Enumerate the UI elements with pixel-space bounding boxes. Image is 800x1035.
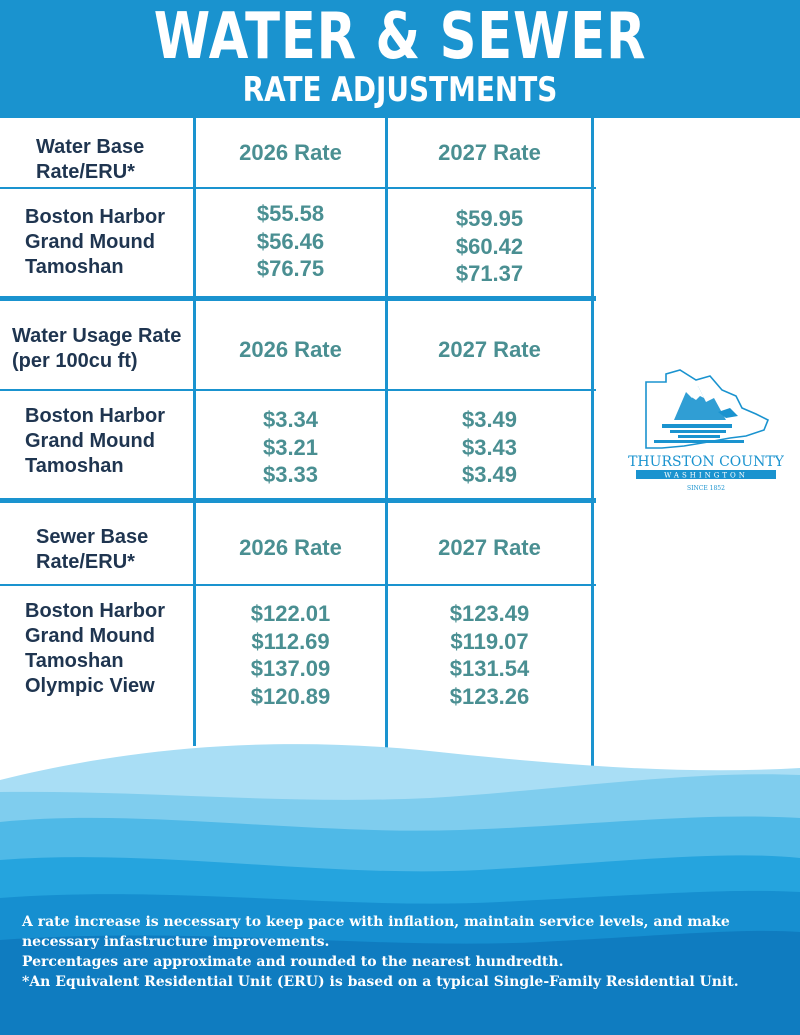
rate-value: $56.46	[256, 228, 325, 254]
rate-values-2027: $59.95 $60.42 $71.37	[388, 205, 591, 288]
rate-value: $123.26	[449, 683, 530, 709]
column-header-2027: 2027 Rate	[438, 140, 541, 165]
logo-state-name: WASHINGTON	[664, 472, 748, 480]
rate-value: $3.49	[461, 462, 518, 487]
thurston-county-logo: THURSTON COUNTY WASHINGTON SINCE 1852	[628, 369, 785, 492]
location-name: Tamoshan	[25, 650, 124, 672]
footer-line: A rate increase is necessary to keep pac…	[22, 914, 730, 930]
location-name: Tamoshan	[25, 256, 124, 278]
rate-value: $55.58	[256, 201, 325, 226]
rate-value: $71.37	[455, 261, 524, 286]
table-divider-2	[385, 118, 388, 786]
footer-line: *An Equivalent Residential Unit (ERU) is…	[22, 974, 739, 990]
location-name: Grand Mound	[25, 625, 155, 647]
rate-value: $3.21	[262, 434, 319, 460]
rate-value: $123.49	[449, 601, 530, 626]
location-name: Boston Harbor	[25, 405, 165, 427]
location-list: Boston Harbor Grand Mound Tamoshan Olymp…	[25, 599, 190, 699]
rate-value: $112.69	[251, 628, 330, 654]
label-line: Water Usage Rate	[12, 325, 182, 347]
location-name: Grand Mound	[25, 231, 155, 253]
rate-value: $3.43	[461, 434, 518, 460]
rate-value: $3.33	[262, 462, 319, 487]
location-list: Boston Harbor Grand Mound Tamoshan	[25, 404, 190, 479]
rate-value: $59.95	[455, 206, 524, 231]
rate-value: $122.01	[250, 601, 331, 626]
table-divider-1	[193, 118, 196, 746]
rate-value: $119.07	[450, 628, 529, 654]
wave-background	[0, 744, 800, 1035]
rate-value: $3.49	[461, 407, 518, 432]
section-divider	[0, 498, 596, 503]
rate-value: $60.42	[455, 233, 524, 259]
location-name: Olympic View	[25, 675, 155, 697]
location-name: Boston Harbor	[25, 206, 165, 228]
rate-values-2026: $3.34 $3.21 $3.33	[196, 406, 385, 489]
section-divider	[0, 296, 596, 301]
page-subtitle: RATE ADJUSTMENTS	[242, 70, 558, 110]
footer-line: necessary infastructure improvements.	[22, 934, 330, 950]
column-header-2026: 2026 Rate	[239, 337, 342, 362]
label-line: (per 100cu ft)	[12, 350, 138, 372]
rate-value: $137.09	[250, 656, 331, 681]
column-header-2026: 2026 Rate	[239, 140, 342, 165]
section-label-water-usage: Water Usage Rate (per 100cu ft)	[12, 324, 192, 374]
table-rule	[0, 389, 596, 391]
logo-since: SINCE 1852	[687, 485, 725, 492]
footer-notes: A rate increase is necessary to keep pac…	[22, 912, 792, 992]
rate-value: $131.54	[449, 656, 530, 681]
table-rule	[0, 584, 596, 586]
rate-value: $76.75	[256, 256, 325, 281]
footer-line: Percentages are approximate and rounded …	[22, 954, 564, 970]
rate-values-2027: $3.49 $3.43 $3.49	[388, 406, 591, 489]
table-divider-3	[591, 118, 594, 773]
section-label-sewer-base: Sewer Base Rate/ERU*	[36, 525, 186, 575]
label-line: Sewer Base	[36, 526, 149, 548]
rate-value: $120.89	[250, 683, 331, 709]
rate-values-2026: $122.01 $112.69 $137.09 $120.89	[196, 600, 385, 710]
rate-values-2027: $123.49 $119.07 $131.54 $123.26	[388, 600, 591, 710]
page-title: WATER & SEWER	[153, 0, 647, 74]
county-map-icon	[645, 369, 770, 449]
location-name: Tamoshan	[25, 455, 124, 477]
column-header-2027: 2027 Rate	[438, 535, 541, 560]
table-rule	[0, 187, 596, 189]
column-header-2027: 2027 Rate	[438, 337, 541, 362]
location-name: Grand Mound	[25, 430, 155, 452]
label-line: Water Base	[36, 136, 145, 158]
logo-county-name: THURSTON COUNTY	[628, 454, 785, 470]
label-line: Rate/ERU*	[36, 161, 135, 183]
section-label-water-base: Water Base Rate/ERU*	[36, 135, 186, 185]
rate-value: $3.34	[262, 407, 319, 432]
column-header-2026: 2026 Rate	[239, 535, 342, 560]
location-name: Boston Harbor	[25, 600, 165, 622]
rate-values-2026: $55.58 $56.46 $76.75	[196, 200, 385, 283]
location-list: Boston Harbor Grand Mound Tamoshan	[25, 205, 190, 280]
header-banner: WATER & SEWER RATE ADJUSTMENTS	[0, 0, 800, 118]
label-line: Rate/ERU*	[36, 551, 135, 573]
